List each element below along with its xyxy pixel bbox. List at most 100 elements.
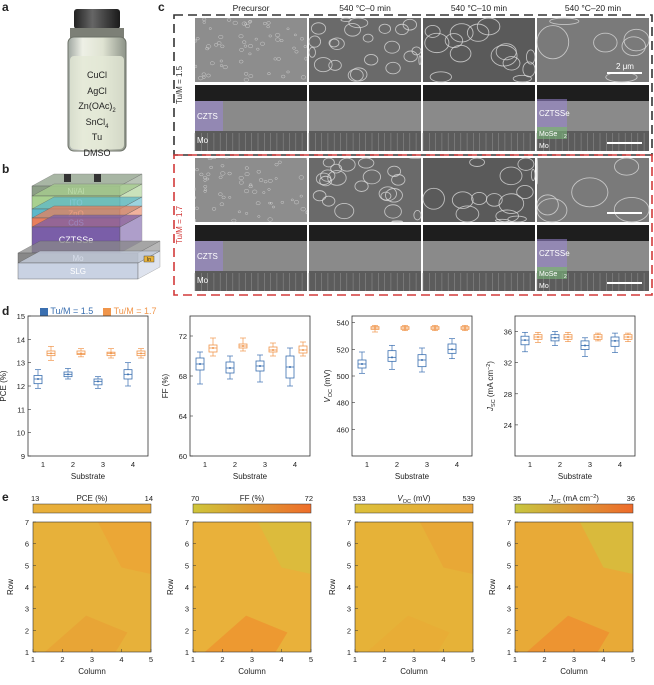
grain-boundary — [313, 57, 333, 73]
heatmap-region — [97, 522, 151, 574]
x-tick-label: 1 — [528, 460, 532, 469]
x-tick-label: 5 — [149, 655, 153, 664]
heatmap-region — [257, 522, 311, 574]
box-chart-jsc: 24 28 32 36 1 2 3 4 Substrate JSC (mA cm−2) — [486, 315, 636, 481]
y-tick-label: 28 — [504, 390, 512, 399]
grain-boundary — [525, 49, 536, 65]
x-tick-label: 4 — [618, 460, 622, 469]
mean-marker — [584, 344, 586, 347]
mean-marker — [212, 347, 214, 349]
grain-boundary — [621, 36, 646, 57]
grain-boundary — [451, 191, 474, 209]
mo-layer — [195, 271, 307, 291]
x-tick-label: 4 — [601, 655, 605, 664]
x-tick-label: 3 — [250, 655, 254, 664]
grain-boundary — [238, 175, 244, 180]
mean-marker — [127, 373, 129, 376]
mean-marker — [67, 373, 69, 376]
mean-marker — [140, 352, 142, 355]
grain-boundary — [271, 205, 276, 209]
grain-boundary — [205, 44, 212, 49]
grain-boundary — [380, 191, 392, 201]
mean-marker — [597, 336, 599, 338]
grain-boundary — [347, 68, 364, 82]
y-tick-label: 5 — [507, 561, 511, 570]
grain-boundary — [245, 24, 250, 28]
grain-boundary — [209, 165, 213, 169]
grain-boundary — [219, 202, 225, 207]
mean-marker — [567, 336, 569, 338]
heatmap-pce: 13 14 PCE (%) 1 2 3 4 5 1 2 3 4 5 6 7 Column Row — [6, 494, 153, 676]
grain-boundary — [286, 70, 290, 74]
y-tick-label: 11 — [17, 405, 25, 414]
grain-boundary — [267, 178, 273, 183]
contact-label: In — [147, 257, 151, 263]
y-axis-label: Row — [328, 579, 337, 595]
cross-label-sub: 2 — [564, 134, 567, 140]
x-tick-label: 4 — [441, 655, 445, 664]
grain-boundary — [300, 75, 306, 80]
grain-boundary — [266, 25, 270, 29]
heatmap-region — [366, 615, 450, 652]
sem-topview — [536, 157, 650, 223]
y-tick-label: 12 — [17, 382, 25, 391]
box-chart-ff: 60 64 68 72 1 2 3 4 Substrate FF (%) — [161, 315, 311, 481]
colorbar — [192, 503, 312, 514]
grid-finger — [94, 174, 101, 182]
x-tick-label: 3 — [101, 460, 105, 469]
sem-image — [195, 158, 307, 222]
colorbar-label: PCE (%) — [76, 494, 107, 503]
sem-column-header: 540 °C–0 min — [339, 3, 391, 13]
grid-finger — [64, 174, 71, 182]
y-axis-label: PCE (%) — [0, 370, 8, 401]
grain-boundary — [486, 193, 503, 207]
grain-boundary — [202, 75, 206, 79]
mean-marker — [614, 339, 616, 342]
x-tick-label: 3 — [263, 460, 267, 469]
legend-item: Tu/M = 1.7 — [103, 306, 157, 316]
mean-marker — [434, 327, 436, 329]
grain-boundary — [494, 218, 510, 223]
grain-boundary — [334, 202, 355, 220]
grain-boundary — [498, 193, 525, 214]
mean-marker — [229, 367, 231, 369]
scalebar-label: 2 μm — [616, 62, 634, 71]
y-tick-label: 4 — [347, 583, 351, 592]
grain-boundary — [203, 188, 207, 191]
device-stack: Ni/AlITOZnOCdSCZTSSeMoSLGIn — [17, 173, 161, 280]
mean-marker — [391, 356, 393, 359]
grain-boundary — [358, 157, 375, 169]
x-tick-label: 1 — [31, 655, 35, 664]
czts-overlay — [195, 101, 223, 131]
grain-boundary — [268, 201, 272, 205]
x-tick-label: 4 — [279, 655, 283, 664]
grain-boundary — [203, 189, 207, 193]
mo-layer — [309, 131, 421, 151]
grain-boundary — [228, 196, 232, 199]
cross-label: CZTSSe — [539, 109, 570, 118]
grain-boundary — [219, 59, 223, 63]
x-tick-label: 5 — [471, 655, 475, 664]
x-tick-label: 4 — [119, 655, 123, 664]
grain-boundary — [243, 44, 248, 48]
grain-boundary — [329, 37, 345, 50]
grain-boundary — [449, 44, 472, 63]
grain-boundary — [206, 177, 210, 181]
x-tick-label: 2 — [233, 460, 237, 469]
grain-boundary — [194, 206, 199, 210]
grain-boundary — [208, 27, 212, 30]
y-axis-label: Row — [6, 579, 15, 595]
absorber-layer — [309, 101, 421, 131]
grain-boundary — [294, 50, 299, 54]
heatmap-jsc: 35 36 JSC (mA cm−2) 1 2 3 4 5 1 2 3 4 5 6 7 Column Row — [488, 494, 635, 676]
grain-boundary — [260, 41, 265, 46]
x-tick-label: 2 — [60, 655, 64, 664]
y-tick-label: 4 — [185, 583, 189, 592]
grain-boundary — [348, 17, 369, 29]
grain-boundary — [391, 220, 403, 223]
grain-boundary — [429, 71, 452, 83]
grain-boundary — [243, 72, 249, 76]
x-tick-label: 1 — [41, 460, 45, 469]
y-tick-label: 15 — [17, 312, 25, 321]
